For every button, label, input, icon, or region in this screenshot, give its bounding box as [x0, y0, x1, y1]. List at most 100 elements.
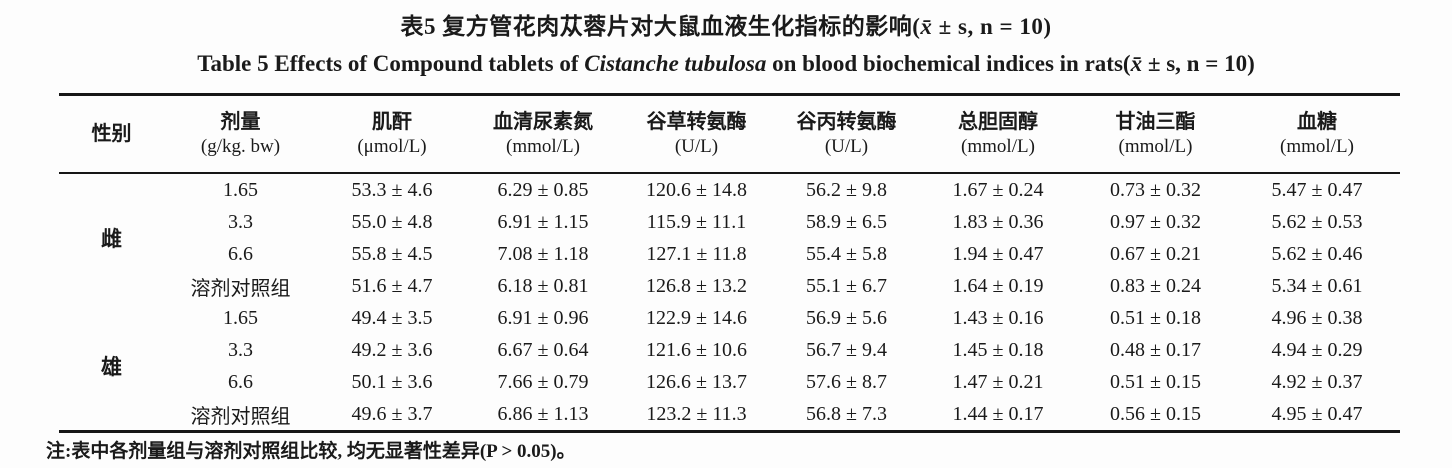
table-row: 溶剂对照组 49.6 ± 3.7 6.86 ± 1.13 123.2 ± 11.… — [59, 398, 1400, 432]
value-cell: 0.73 ± 0.32 — [1110, 178, 1201, 201]
table-row: 3.3 55.0 ± 4.8 6.91 ± 1.15 115.9 ± 11.1 … — [59, 206, 1400, 238]
value-cell: 1.47 ± 0.21 — [952, 370, 1044, 393]
value-cell: 49.2 ± 3.6 — [351, 338, 433, 361]
col-header-triglyceride: 甘油三酯 (mmol/L) — [1077, 94, 1234, 174]
value-cell: 56.8 ± 7.3 — [806, 402, 887, 425]
value-cell: 6.91 ± 1.15 — [497, 210, 589, 233]
value-cell: 53.3 ± 4.6 — [351, 178, 433, 201]
value-cell: 126.6 ± 13.7 — [646, 370, 747, 393]
dose-cell: 1.65 — [223, 306, 258, 329]
value-cell: 0.97 ± 0.32 — [1110, 210, 1201, 233]
col-header-serum-urea-nitrogen: 血清尿素氮 (mmol/L) — [467, 94, 619, 174]
value-cell: 127.1 ± 11.8 — [646, 242, 747, 265]
value-cell: 55.8 ± 4.5 — [351, 242, 433, 265]
value-cell: 0.51 ± 0.18 — [1110, 306, 1201, 329]
table-row: 雄 1.65 49.4 ± 3.5 6.91 ± 0.96 122.9 ± 14… — [59, 302, 1400, 380]
value-cell: 123.2 ± 11.3 — [646, 402, 747, 425]
stat-open-paren: ( — [1122, 51, 1131, 76]
header-label: 血清尿素氮 — [493, 111, 593, 134]
header-unit: (mmol/L) — [1280, 136, 1354, 158]
table-footnote: 注:表中各剂量组与溶剂对照组比较, 均无显著性差异(P > 0.05)。 — [46, 441, 576, 462]
header-label: 肌酐 — [372, 111, 412, 134]
dose-cell: 6.6 — [228, 242, 253, 265]
value-cell: 5.62 ± 0.53 — [1271, 210, 1363, 233]
value-cell: 5.34 ± 0.61 — [1271, 274, 1363, 297]
value-cell: 1.43 ± 0.16 — [952, 306, 1044, 329]
value-cell: 6.86 ± 1.13 — [497, 402, 589, 425]
species-name-italic: Cistanche tubulosa — [584, 51, 767, 76]
header-unit: (μmol/L) — [357, 136, 427, 158]
biochemical-indices-table: 性别 剂量 (g/kg. bw) 肌酐 (μmol/L) 血清尿素氮 (mmol/L)… — [59, 93, 1400, 433]
value-cell: 56.7 ± 9.4 — [806, 338, 887, 361]
header-label: 总胆固醇 — [958, 111, 1038, 134]
header-unit: (U/L) — [824, 136, 869, 158]
value-cell: 4.94 ± 0.29 — [1271, 338, 1363, 361]
dose-cell: 3.3 — [228, 338, 253, 361]
header-label: 性别 — [91, 123, 132, 145]
col-header-dose: 剂量 (g/kg. bw) — [164, 94, 317, 174]
value-cell: 115.9 ± 11.1 — [646, 210, 747, 233]
table-row: 雌 1.65 53.3 ± 4.6 6.29 ± 0.85 120.6 ± 14… — [59, 173, 1400, 252]
value-cell: 120.6 ± 14.8 — [646, 178, 747, 201]
value-cell: 126.8 ± 13.2 — [646, 274, 747, 297]
title-en-suffix: on blood biochemical indices in rats — [766, 51, 1123, 76]
col-header-total-cholesterol: 总胆固醇 (mmol/L) — [919, 94, 1077, 174]
header-unit: (U/L) — [674, 136, 719, 158]
value-cell: 5.47 ± 0.47 — [1271, 178, 1363, 201]
col-header-alt: 谷丙转氨酶 (U/L) — [774, 94, 919, 174]
value-cell: 51.6 ± 4.7 — [351, 274, 433, 297]
header-unit: (mmol/L) — [961, 136, 1035, 158]
value-cell: 1.94 ± 0.47 — [952, 242, 1044, 265]
xbar-symbol: x̄ — [920, 14, 933, 39]
col-header-ast: 谷草转氨酶 (U/L) — [619, 94, 774, 174]
value-cell: 6.67 ± 0.64 — [497, 338, 589, 361]
value-cell: 7.08 ± 1.18 — [497, 242, 589, 265]
table-row: 3.3 49.2 ± 3.6 6.67 ± 0.64 121.6 ± 10.6 … — [59, 334, 1400, 366]
dose-cell: 溶剂对照组 — [190, 405, 291, 428]
col-header-creatinine: 肌酐 (μmol/L) — [317, 94, 467, 174]
header-unit: (mmol/L) — [506, 136, 580, 158]
value-cell: 49.6 ± 3.7 — [351, 402, 433, 425]
value-cell: 57.6 ± 8.7 — [806, 370, 887, 393]
sex-group-female: 雌 — [101, 227, 122, 251]
value-cell: 6.29 ± 0.85 — [497, 178, 589, 201]
value-cell: 4.95 ± 0.47 — [1271, 402, 1363, 425]
stat-formula: ± s, n = 10) — [1142, 51, 1255, 76]
sex-group-male: 雄 — [101, 355, 122, 379]
xbar-symbol: x̄ — [1130, 51, 1143, 76]
value-cell: 122.9 ± 14.6 — [646, 306, 747, 329]
dose-cell: 6.6 — [228, 370, 253, 393]
value-cell: 1.45 ± 0.18 — [952, 338, 1044, 361]
value-cell: 1.67 ± 0.24 — [952, 178, 1044, 201]
header-unit: (mmol/L) — [1118, 136, 1193, 158]
table-row: 6.6 50.1 ± 3.6 7.66 ± 0.79 126.6 ± 13.7 … — [59, 366, 1400, 398]
table-header: 性别 剂量 (g/kg. bw) 肌酐 (μmol/L) 血清尿素氮 (mmol/L)… — [59, 94, 1400, 174]
header-label: 剂量 — [220, 111, 261, 134]
title-zh-text: 表5 复方管花肉苁蓉片对大鼠血液生化指标的影响 — [400, 14, 913, 39]
table-title-english: Table 5 Effects of Compound tablets of C… — [0, 51, 1452, 77]
table-title-chinese: 表5 复方管花肉苁蓉片对大鼠血液生化指标的影响(x̄ ± s, n = 10) — [0, 7, 1452, 41]
header-label: 甘油三酯 — [1115, 111, 1196, 134]
value-cell: 55.0 ± 4.8 — [351, 210, 433, 233]
value-cell: 0.56 ± 0.15 — [1110, 402, 1201, 425]
value-cell: 58.9 ± 6.5 — [806, 210, 887, 233]
table-row: 6.6 55.8 ± 4.5 7.08 ± 1.18 127.1 ± 11.8 … — [59, 238, 1400, 270]
value-cell: 49.4 ± 3.5 — [351, 306, 433, 329]
value-cell: 56.9 ± 5.6 — [806, 306, 887, 329]
value-cell: 55.4 ± 5.8 — [806, 242, 887, 265]
value-cell: 1.44 ± 0.17 — [952, 402, 1044, 425]
col-header-sex: 性别 — [59, 94, 164, 174]
header-label: 谷草转氨酶 — [646, 111, 747, 134]
value-cell: 56.2 ± 9.8 — [806, 178, 887, 201]
value-cell: 0.48 ± 0.17 — [1110, 338, 1201, 361]
value-cell: 0.83 ± 0.24 — [1110, 274, 1201, 297]
value-cell: 4.96 ± 0.38 — [1271, 306, 1363, 329]
value-cell: 4.92 ± 0.37 — [1271, 370, 1363, 393]
value-cell: 7.66 ± 0.79 — [497, 370, 589, 393]
table-row: 溶剂对照组 51.6 ± 4.7 6.18 ± 0.81 126.8 ± 13.… — [59, 270, 1400, 302]
value-cell: 1.64 ± 0.19 — [952, 274, 1044, 297]
stat-open-paren: ( — [912, 14, 921, 39]
value-cell: 1.83 ± 0.36 — [952, 210, 1044, 233]
value-cell: 50.1 ± 3.6 — [351, 370, 433, 393]
